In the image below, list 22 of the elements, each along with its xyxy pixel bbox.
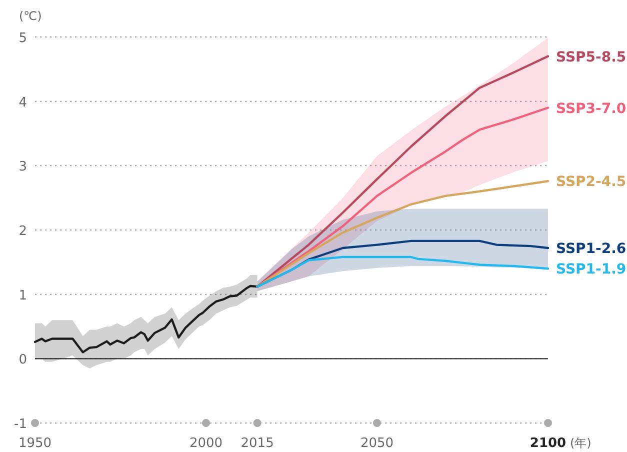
line-series: [256, 256, 550, 288]
x-tick-label: 2000: [189, 436, 223, 451]
series-label: SSP2-4.5: [556, 174, 626, 190]
line-series: [34, 284, 258, 354]
line-series: [256, 180, 550, 288]
series-label: SSP5-8.5: [556, 49, 626, 66]
y-tick-label: 2: [18, 224, 27, 239]
y-tick-label: 3: [18, 160, 27, 175]
x-tick-label: 2050: [360, 436, 394, 451]
x-tick-label: 2015: [240, 436, 274, 451]
series-label: SSP1-1.9: [556, 262, 626, 278]
x-tick-label: 1950: [18, 436, 52, 451]
y-axis-title: (℃): [19, 9, 42, 23]
y-tick-label: 4: [18, 95, 27, 110]
y-tick-label: 5: [18, 31, 27, 46]
series-label: SSP3-7.0: [556, 100, 626, 117]
y-tick-label: 1: [18, 288, 27, 304]
x-tick-label: 2100: [530, 436, 566, 451]
y-tick-label: -1: [14, 417, 27, 432]
series-label: SSP1-2.6: [556, 241, 626, 258]
y-tick-label: 0: [18, 352, 27, 368]
x-axis-title: (年): [570, 436, 592, 450]
